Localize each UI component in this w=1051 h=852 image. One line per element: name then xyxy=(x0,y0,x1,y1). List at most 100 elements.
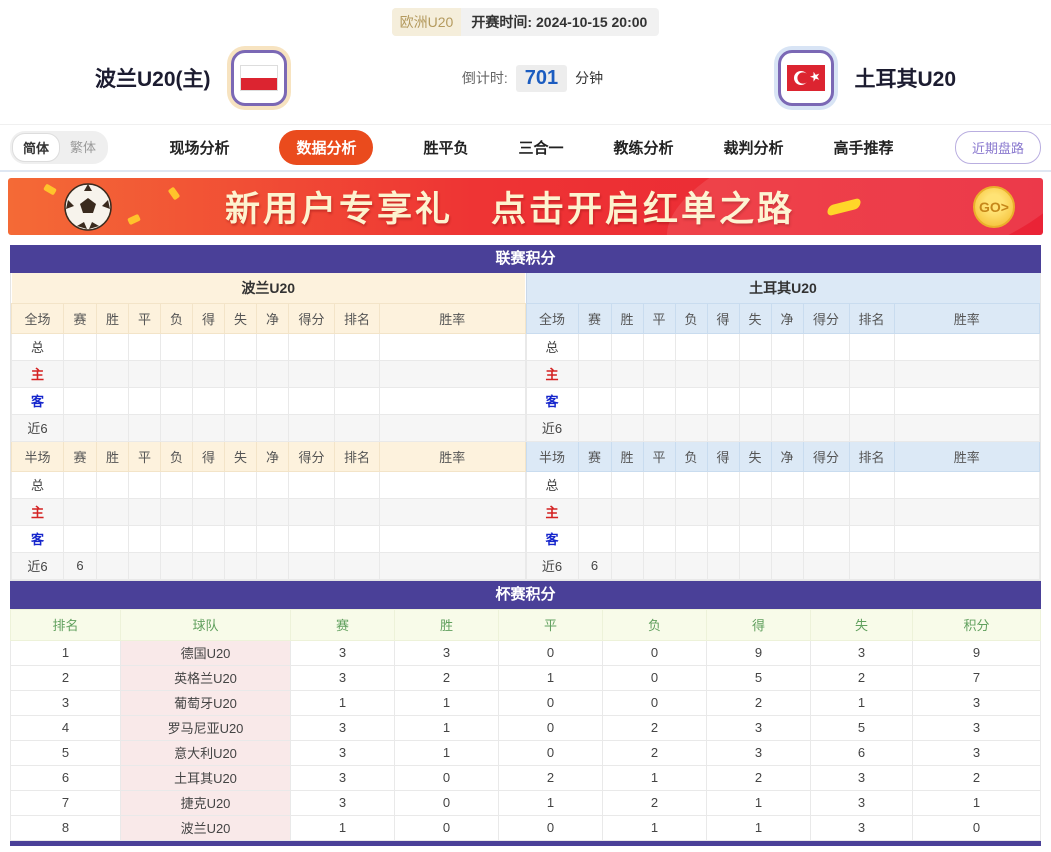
league-cell xyxy=(893,359,1040,388)
league-cell xyxy=(63,497,97,526)
tab-0[interactable]: 现场分析 xyxy=(169,140,230,157)
league-cell xyxy=(642,524,676,553)
league-col-header: 失 xyxy=(224,440,257,472)
league-cell xyxy=(893,413,1040,442)
cup-cell: 3 xyxy=(810,639,913,666)
league-cell xyxy=(738,413,772,442)
league-cell xyxy=(288,332,335,361)
league-cell xyxy=(160,470,193,499)
league-col-header: 得分 xyxy=(288,440,335,472)
league-cell xyxy=(256,470,289,499)
league-row-label: 总 xyxy=(525,332,579,361)
cup-rank: 1 xyxy=(10,639,121,666)
league-cell xyxy=(770,470,804,499)
lang-simplified[interactable]: 简体 xyxy=(12,133,61,162)
league-row: 客 xyxy=(11,386,526,415)
tab-5[interactable]: 裁判分析 xyxy=(723,140,784,157)
cup-cell: 2 xyxy=(706,689,811,716)
cup-cell: 9 xyxy=(706,639,811,666)
league-cell xyxy=(802,470,850,499)
cup-cell: 7 xyxy=(912,664,1041,691)
league-col-header: 平 xyxy=(128,302,161,334)
league-cell xyxy=(848,332,895,361)
league-cell xyxy=(256,386,289,415)
league-cell xyxy=(738,497,772,526)
cup-cell: 9 xyxy=(912,639,1041,666)
league-cell xyxy=(770,332,804,361)
league-col-header: 赛 xyxy=(63,302,97,334)
tab-1[interactable]: 数据分析 xyxy=(279,130,374,165)
league-cell xyxy=(379,497,526,526)
cup-row: 5 意大利U20 3 1 0 2 3 6 3 xyxy=(10,739,1041,766)
cup-cell: 3 xyxy=(912,739,1041,766)
league-cell xyxy=(128,332,161,361)
cup-cell: 1 xyxy=(394,714,499,741)
cup-cell: 1 xyxy=(810,689,913,716)
league-row: 近6 xyxy=(11,413,526,442)
league-col-header: 平 xyxy=(642,302,676,334)
league-col-header: 胜率 xyxy=(379,302,526,334)
cup-cell: 1 xyxy=(394,739,499,766)
league-cell xyxy=(738,524,772,553)
league-cell: 6 xyxy=(577,551,612,580)
tab-2[interactable]: 胜平负 xyxy=(423,140,469,157)
league-row-label: 总 xyxy=(11,332,64,361)
league-cell xyxy=(224,386,257,415)
league-col-header: 胜 xyxy=(96,440,129,472)
league-cell xyxy=(610,359,644,388)
cup-cell: 2 xyxy=(498,764,603,791)
banner-text: 新用户专享礼 点击开启红单之路 xyxy=(113,181,973,232)
league-cell xyxy=(63,470,97,499)
league-row: 总 xyxy=(525,332,1040,361)
recent-trend-button[interactable]: 近期盘路 xyxy=(954,131,1041,164)
league-cell xyxy=(642,359,676,388)
home-team: 波兰U20(主) xyxy=(95,46,291,110)
nav-bar: 简体 繁体 现场分析 数据分析 胜平负 三合一 教练分析 裁判分析 高手推荐 近期盘路 xyxy=(0,124,1051,172)
cup-cell: 1 xyxy=(706,814,811,841)
cup-cell: 3 xyxy=(810,789,913,816)
cup-rank: 3 xyxy=(10,689,121,716)
tab-3[interactable]: 三合一 xyxy=(518,140,564,157)
cup-cell: 1 xyxy=(602,814,707,841)
league-points-section: 联赛积分 波兰U20 全场赛胜平负得失净得分 排名 胜率总主客近6 半场赛胜平负得失净得… xyxy=(10,245,1041,581)
home-team-name: 波兰U20(主) xyxy=(95,68,211,91)
cup-cell: 0 xyxy=(602,639,707,666)
league-cell xyxy=(674,470,708,499)
banner-text-1: 新用户专享礼 xyxy=(224,190,453,229)
tab-4[interactable]: 教练分析 xyxy=(613,140,674,157)
league-row: 主 xyxy=(525,497,1040,526)
cup-team-name: 土耳其U20 xyxy=(120,764,291,791)
kickoff-badge: 欧洲U20 开赛时间: 2024-10-15 20:00 xyxy=(391,8,660,36)
league-row-label: 近6 xyxy=(11,413,64,442)
cup-rank: 5 xyxy=(10,739,121,766)
tab-6[interactable]: 高手推荐 xyxy=(833,140,894,157)
league-cell xyxy=(160,386,193,415)
cup-cell: 3 xyxy=(290,639,395,666)
league-cell xyxy=(192,470,225,499)
league-cell xyxy=(577,524,612,553)
cup-cell: 3 xyxy=(810,814,913,841)
league-cell xyxy=(610,470,644,499)
confetti-icon xyxy=(43,183,57,196)
league-table-home: 波兰U20 全场赛胜平负得失净得分 排名 胜率总主客近6 半场赛胜平负得失净得分 排名 胜率… xyxy=(11,273,526,580)
cup-row: 6 土耳其U20 3 0 2 1 2 3 2 xyxy=(10,764,1041,791)
league-cell xyxy=(334,497,380,526)
cup-col-header: 赛 xyxy=(290,608,395,641)
league-col-header: 得分 xyxy=(802,302,850,334)
cup-team-name: 葡萄牙U20 xyxy=(120,689,291,716)
go-button[interactable]: GO> xyxy=(973,185,1015,228)
lang-traditional[interactable]: 繁体 xyxy=(70,140,97,155)
league-scope-label: 全场 xyxy=(11,302,64,334)
league-scope-label: 全场 xyxy=(525,302,579,334)
league-cell xyxy=(610,524,644,553)
kickoff-time: 2024-10-15 20:00 xyxy=(536,14,648,30)
league-cell xyxy=(642,332,676,361)
league-cell xyxy=(224,359,257,388)
cup-row: 4 罗马尼亚U20 3 1 0 2 3 5 3 xyxy=(10,714,1041,741)
cup-cell: 1 xyxy=(394,689,499,716)
cup-cell: 3 xyxy=(912,714,1041,741)
league-cell xyxy=(848,524,895,553)
league-cell xyxy=(192,359,225,388)
cup-col-header: 负 xyxy=(602,608,707,641)
promo-banner[interactable]: 新用户专享礼 点击开启红单之路 GO> xyxy=(8,178,1043,235)
